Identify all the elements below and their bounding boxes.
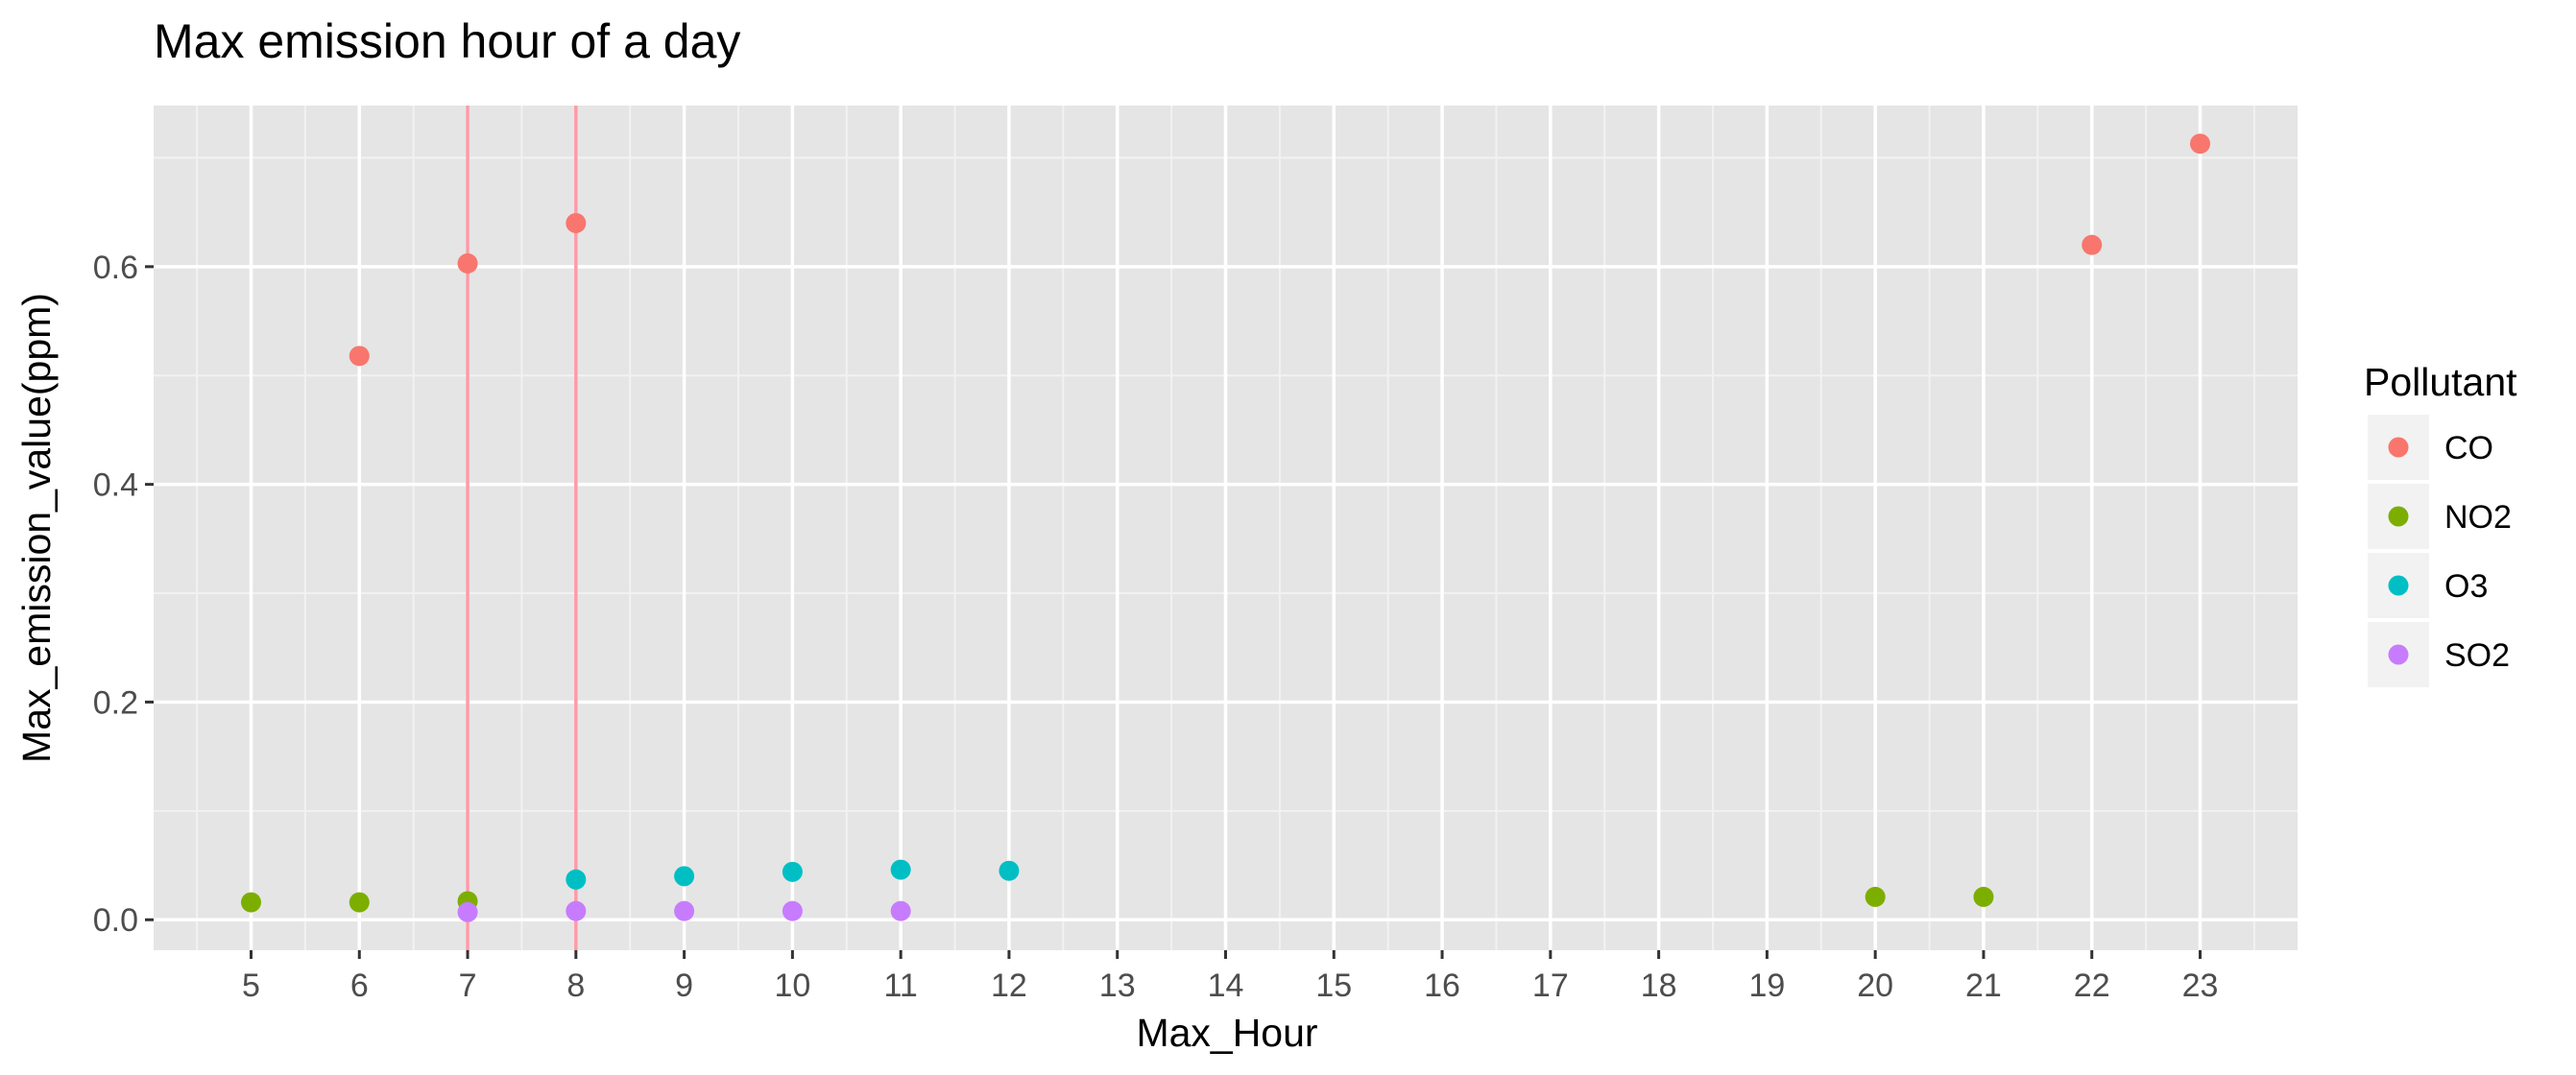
point-co-8: [566, 212, 587, 233]
point-so2-9: [674, 900, 695, 921]
x-axis-title: Max_Hour: [1136, 1011, 1317, 1055]
y-axis-title: Max_emission_value(ppm): [14, 293, 59, 763]
point-co-23: [2190, 133, 2210, 155]
x-tick-label: 18: [1641, 968, 1677, 1004]
legend-title: Pollutant: [2364, 360, 2517, 404]
x-tick-label: 20: [1857, 968, 1893, 1004]
x-tick-label: 12: [991, 968, 1027, 1004]
reference-lines: [466, 106, 578, 950]
x-tick-label: 11: [884, 968, 918, 1004]
x-tick-label: 5: [242, 968, 260, 1004]
x-tick-label: 19: [1748, 968, 1785, 1004]
point-co-6: [349, 346, 370, 367]
legend-key-o3: [2388, 575, 2409, 596]
x-axis-ticks: 5 6 7 8 9 10 11 12 13 14 15 16 17 18 19 20 21 22 23: [242, 950, 2218, 1004]
legend: Pollutant CO NO2 O3 SO2: [2364, 360, 2517, 687]
point-no2-21: [1973, 886, 1994, 907]
y-tick-label: 0.6: [93, 250, 138, 286]
point-so2-11: [890, 900, 911, 921]
point-o3-8: [566, 869, 587, 890]
x-tick-label: 22: [2074, 968, 2110, 1004]
point-so2-7: [457, 901, 478, 922]
x-tick-label: 16: [1424, 968, 1460, 1004]
x-tick-label: 15: [1315, 968, 1352, 1004]
point-o3-10: [782, 861, 803, 882]
legend-label-co: CO: [2444, 430, 2493, 466]
x-tick-label: 13: [1099, 968, 1136, 1004]
x-tick-label: 21: [1965, 968, 2002, 1004]
point-so2-10: [782, 900, 803, 921]
point-no2-5: [241, 892, 261, 913]
point-o3-12: [999, 860, 1020, 881]
y-axis-ticks: 0.0 0.2 0.4 0.6: [93, 250, 154, 939]
x-tick-label: 17: [1532, 968, 1569, 1004]
point-co-7: [457, 252, 478, 274]
chart-title: Max emission hour of a day: [154, 14, 740, 68]
legend-key-no2: [2388, 506, 2409, 527]
data-points: [241, 133, 2210, 922]
x-tick-label: 14: [1208, 968, 1244, 1004]
point-o3-11: [890, 859, 911, 880]
x-tick-label: 6: [350, 968, 369, 1004]
point-o3-9: [674, 866, 695, 887]
y-tick-label: 0.0: [93, 902, 138, 939]
y-tick-label: 0.2: [93, 684, 138, 721]
legend-label-o3: O3: [2444, 568, 2488, 605]
point-so2-8: [566, 900, 587, 921]
point-no2-20: [1865, 886, 1886, 907]
legend-key-co: [2388, 437, 2409, 458]
legend-label-so2: SO2: [2444, 637, 2510, 674]
y-tick-label: 0.4: [93, 467, 138, 504]
legend-label-no2: NO2: [2444, 499, 2512, 536]
x-tick-label: 23: [2182, 968, 2219, 1004]
point-co-22: [2082, 234, 2103, 255]
legend-key-so2: [2388, 644, 2409, 665]
point-no2-6: [349, 892, 370, 913]
x-tick-label: 10: [774, 968, 810, 1004]
x-tick-label: 7: [459, 968, 477, 1004]
x-tick-label: 8: [566, 968, 585, 1004]
x-tick-label: 9: [675, 968, 693, 1004]
